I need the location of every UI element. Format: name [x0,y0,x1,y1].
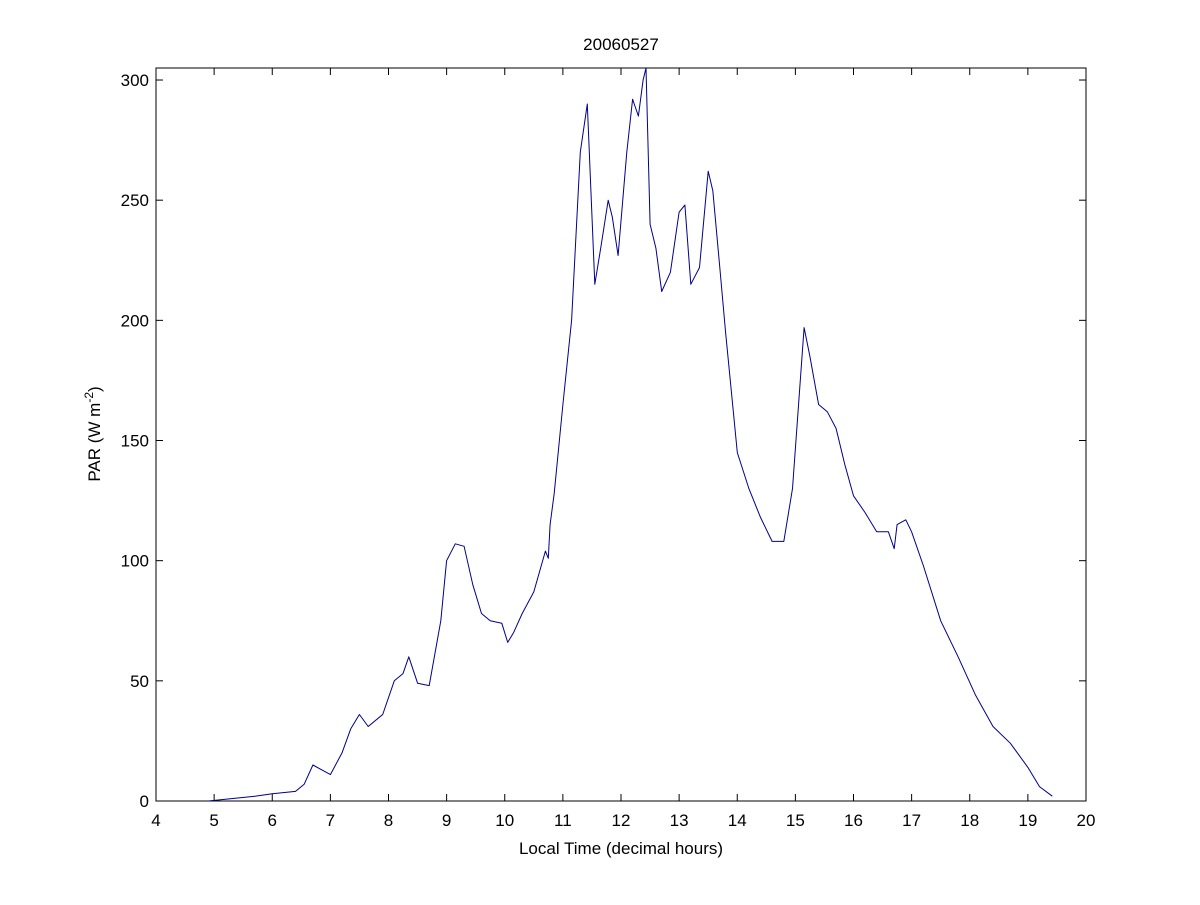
x-tick-label: 6 [268,811,277,830]
x-tick-label: 8 [384,811,393,830]
chart-title: 20060527 [583,35,659,54]
y-tick-label: 0 [140,792,149,811]
y-tick-label: 300 [121,71,149,90]
x-tick-label: 5 [209,811,218,830]
x-tick-label: 7 [326,811,335,830]
x-tick-label: 18 [960,811,979,830]
x-tick-label: 12 [612,811,631,830]
x-tick-label: 17 [902,811,921,830]
y-axis-title: PAR (W m-2) [82,386,104,481]
y-tick-label: 200 [121,311,149,330]
tick-labels-layer: 4 5 6 7 8 9 10 11 12 13 14 15 16 17 18 19 20050100150200… [121,71,1096,830]
y-axis-title-main: PAR (W m [85,403,104,482]
plot-area [155,67,1087,802]
x-tick-label: 11 [554,811,572,830]
x-tick-label: 16 [844,811,863,830]
ticks-layer [155,68,1087,802]
x-axis-title: Local Time (decimal hours) [519,839,723,858]
y-tick-label: 50 [130,672,149,691]
y-axis-title-superscript: -2 [82,392,96,403]
x-tick-label: 15 [786,811,805,830]
par-series-line [208,67,1053,802]
x-tick-label: 20 [1077,811,1096,830]
y-tick-label: 150 [121,432,149,451]
y-axis-title-close: ) [85,386,104,392]
x-tick-label: 13 [670,811,689,830]
y-tick-label: 250 [121,191,149,210]
series-layer [208,67,1053,802]
x-tick-label: 14 [728,811,747,830]
x-tick-label: 19 [1018,811,1037,830]
x-tick-label: 4 [151,811,160,830]
y-tick-label: 100 [121,552,149,571]
x-tick-label: 9 [442,811,451,830]
x-tick-label: 10 [495,811,514,830]
